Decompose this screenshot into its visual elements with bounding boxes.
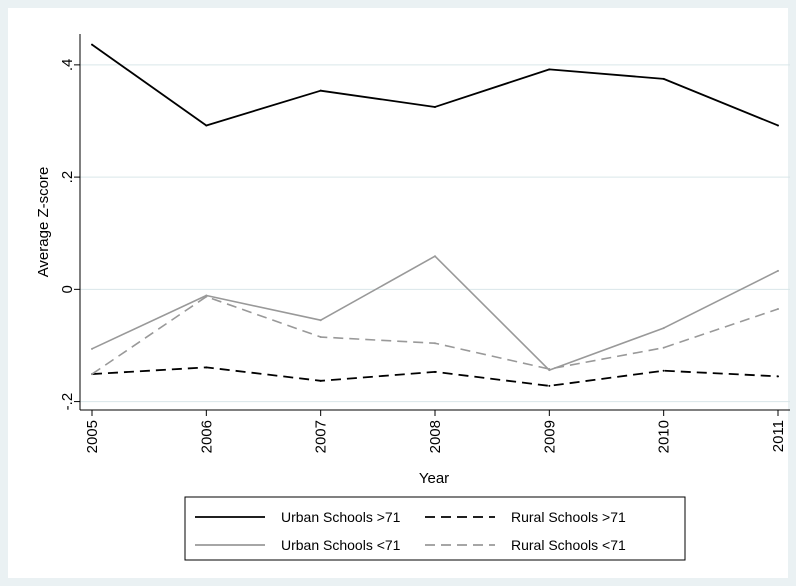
y-tick-label: -.2 [59,393,76,411]
data-point-rural-schools-71 [434,342,436,345]
data-point-rural-schools-71 [205,295,208,298]
chart-background [8,8,788,578]
x-tick-label: 2007 [313,420,330,453]
legend-box [184,496,686,561]
data-point-urban-schools-71 [91,43,93,46]
data-point-urban-schools-71 [434,255,436,258]
y-tick-label: 0 [59,285,76,293]
x-axis-title: Year [419,470,449,487]
data-point-urban-schools-71 [777,269,779,272]
legend: Urban Schools >71 Rural Schools >71 Urban … [184,496,686,561]
data-point-rural-schools-71 [662,346,665,349]
data-point-rural-schools-71 [319,336,322,339]
y-tick-label: .4 [59,59,76,72]
x-tick-label: 2009 [541,420,558,453]
data-point-rural-schools-71 [777,307,779,310]
data-point-urban-schools-71 [777,124,779,127]
legend-label-rural-schools-71: Rural Schools >71 [511,509,626,525]
x-tick-label: 2011 [770,420,787,452]
data-point-rural-schools-71 [548,384,551,387]
axes: -.2 0 .2 .4 2005 2006 2007 2008 2009 2010 2011 [59,34,790,453]
legend-label-urban-schools-71: Urban Schools >71 [281,509,401,525]
data-point-urban-schools-71 [548,68,551,71]
data-point-rural-schools-71 [319,379,322,382]
data-point-rural-schools-71 [777,375,779,378]
data-point-urban-schools-71 [662,327,665,330]
data-point-urban-schools-71 [205,124,208,127]
data-point-rural-schools-71 [662,369,665,372]
x-tick-label: 2005 [84,420,101,453]
x-tick-label: 2008 [427,420,444,453]
data-point-urban-schools-71 [662,77,665,80]
y-tick-label: .2 [59,171,76,184]
data-point-urban-schools-71 [319,89,322,92]
data-point-rural-schools-71 [434,370,436,373]
data-point-urban-schools-71 [319,319,322,322]
y-axis-title: Average Z-score [35,167,52,278]
data-point-urban-schools-71 [91,347,93,350]
data-point-urban-schools-71 [434,105,436,108]
legend-label-urban-schools-71: Urban Schools <71 [281,537,401,553]
gridlines [80,64,790,403]
data-point-rural-schools-71 [548,368,551,371]
x-tick-label: 2010 [656,420,673,453]
data-point-rural-schools-71 [91,373,93,376]
x-tick-label: 2006 [198,420,215,453]
legend-label-rural-schools-71: Rural Schools <71 [511,537,626,553]
series-lines [91,43,779,387]
data-point-rural-schools-71 [205,366,208,369]
legend-items: Urban Schools >71 Rural Schools >71 Urban … [195,509,626,553]
